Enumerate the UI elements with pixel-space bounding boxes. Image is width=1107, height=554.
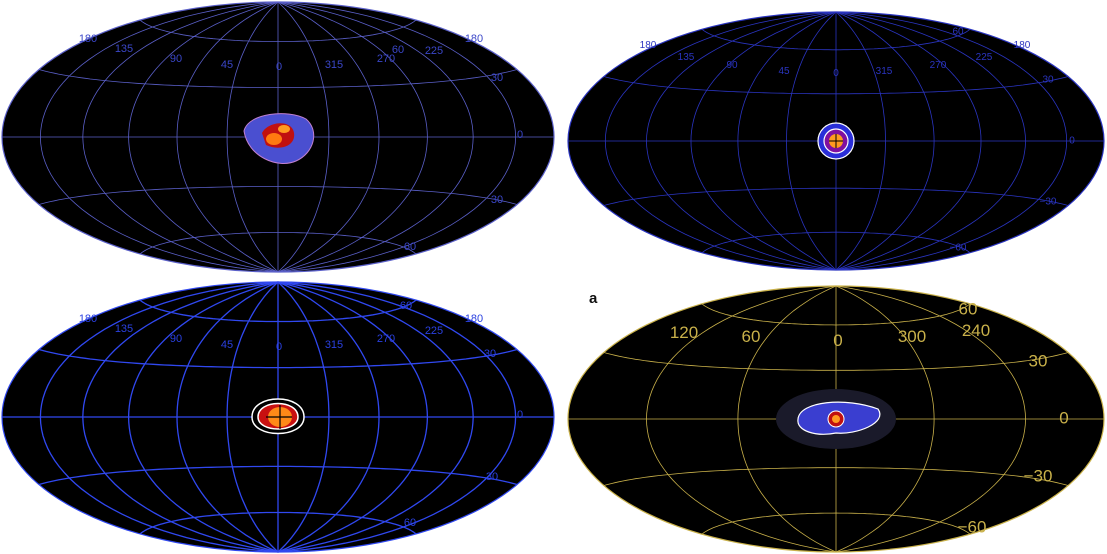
latitude-label: 30 (491, 72, 503, 84)
longitude-label: 45 (778, 66, 790, 77)
sky-map-top-right: 180 135 90 45 0 315 270 225 180 60 30 0 −30 −60 (566, 10, 1106, 272)
latitude-label: 60 (400, 300, 412, 312)
latitude-label: 60 (404, 241, 416, 253)
longitude-label: 90 (726, 60, 738, 71)
longitude-label: 315 (876, 66, 893, 77)
latitude-label: 60 (959, 299, 978, 318)
latitude-label: −30 (1024, 466, 1053, 485)
parallel-line (603, 467, 1069, 486)
sky-map-top-left: 180 135 90 45 0 315 270 225 180 60 30 0 30 60 (0, 0, 556, 275)
longitude-label: 60 (742, 327, 761, 346)
sky-map-bottom-right: 120 60 0 300 240 60 30 0 −30 −60 (566, 284, 1107, 554)
sky-map-bottom-left: 180 135 90 45 0 315 270 225 180 60 30 0 30 60 (0, 280, 556, 554)
longitude-label: 0 (276, 61, 282, 73)
longitude-label: 90 (170, 53, 182, 65)
longitude-label: 45 (221, 59, 233, 71)
parallel-line (38, 348, 518, 369)
longitude-label: 315 (325, 339, 343, 351)
graticule (2, 281, 554, 553)
longitude-label: 270 (377, 333, 395, 345)
parallel-line (139, 232, 417, 255)
latitude-label: 30 (1042, 75, 1054, 86)
longitude-label: 180 (79, 313, 97, 325)
longitude-label: 240 (962, 321, 990, 340)
parallel-line (701, 512, 971, 535)
longitude-label: 315 (325, 59, 343, 71)
parallel-line (38, 69, 518, 88)
core-crosshair (829, 134, 843, 148)
parallel-line (603, 187, 1069, 206)
longitude-label: 225 (425, 325, 443, 337)
latitude-label: 30 (491, 194, 503, 206)
latitude-label: 60 (404, 517, 416, 529)
coordinate-labels: 180 135 90 45 0 315 270 225 180 60 30 0 −30 −60 (640, 27, 1076, 254)
longitude-label: 0 (833, 331, 842, 350)
latitude-label: 30 (486, 471, 498, 483)
emission-region (243, 113, 315, 164)
emission-region (251, 398, 305, 435)
core-crosshair (266, 405, 292, 429)
coordinate-labels: 180 135 90 45 0 315 270 225 180 60 30 0 30 60 (79, 33, 523, 253)
longitude-label: 45 (221, 339, 233, 351)
latitude-label: 60 (392, 44, 404, 56)
parallel-line (701, 28, 971, 51)
latitude-label: 0 (517, 409, 523, 421)
latitude-label: 30 (1029, 351, 1048, 370)
longitude-label: 270 (930, 60, 947, 71)
coordinate-labels: 180 135 90 45 0 315 270 225 180 60 30 0 30 60 (79, 300, 523, 529)
emission-core-secondary (278, 125, 290, 133)
longitude-label: 120 (670, 323, 698, 342)
parallel-line (139, 511, 417, 535)
longitude-label: 300 (898, 327, 926, 346)
graticule (568, 11, 1104, 271)
longitude-label: 135 (115, 323, 133, 335)
parallel-line (603, 352, 1069, 371)
latitude-label: −60 (958, 517, 987, 536)
longitude-label: 180 (465, 313, 483, 325)
latitude-label: −30 (1040, 197, 1057, 208)
longitude-label: 225 (425, 45, 443, 57)
longitude-label: 0 (833, 68, 839, 79)
parallel-line (38, 465, 518, 486)
latitude-label: 0 (1059, 408, 1068, 427)
latitude-label: 60 (952, 27, 964, 38)
longitude-label: 180 (640, 40, 657, 51)
parallel-line (139, 299, 417, 323)
parallel-line (701, 303, 971, 326)
latitude-label: 0 (517, 129, 523, 141)
longitude-label: 180 (79, 33, 97, 45)
parallel-line (603, 76, 1069, 95)
latitude-label: −60 (950, 243, 967, 254)
parallel-line (38, 186, 518, 205)
longitude-label: 180 (465, 33, 483, 45)
longitude-label: 180 (1014, 40, 1031, 51)
longitude-label: 90 (170, 333, 182, 345)
parallel-line (701, 231, 971, 254)
longitude-label: 270 (377, 53, 395, 65)
emission-core (266, 133, 282, 145)
longitude-label: 225 (976, 52, 993, 63)
emission-core (832, 415, 840, 423)
longitude-label: 135 (115, 43, 133, 55)
emission-region (776, 389, 896, 449)
graticule (568, 285, 1104, 553)
parallel-line (139, 19, 417, 42)
figure-panel-label: a (589, 290, 598, 307)
latitude-label: 30 (484, 348, 496, 360)
longitude-label: 135 (678, 52, 695, 63)
latitude-label: 0 (1069, 136, 1075, 147)
emission-region (817, 122, 855, 160)
longitude-label: 0 (276, 341, 282, 353)
